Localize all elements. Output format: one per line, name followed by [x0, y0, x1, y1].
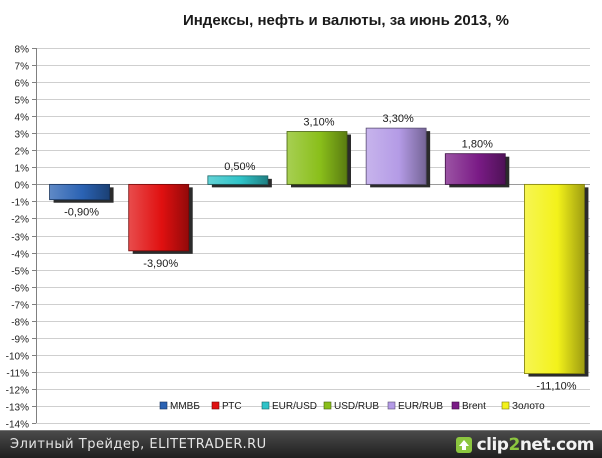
chart-canvas: Индексы, нефть и валюты, за июнь 2013, %…: [6, 12, 590, 431]
legend-swatch: [211, 401, 220, 410]
bar-4: [365, 127, 427, 185]
y-tick-label: 8%: [15, 45, 30, 56]
legend-label: ММВБ: [170, 401, 200, 412]
bar-5: [444, 153, 506, 185]
legend-swatch: [159, 401, 168, 410]
chart: Индексы, нефть и валюты, за июнь 2013, %…: [6, 12, 590, 431]
watermark-text: clip2net.com: [476, 435, 595, 455]
chart-title: Индексы, нефть и валюты, за июнь 2013, %: [183, 12, 509, 29]
bar-6: [524, 183, 585, 374]
arrow-up-icon: [455, 437, 472, 453]
legend-label: Золото: [512, 401, 545, 412]
legend-swatch: [387, 401, 396, 410]
y-tick-label: -5%: [11, 267, 29, 278]
footer-caption: Элитный Трейдер, ELITETRADER.RU: [10, 437, 267, 452]
y-tick-label: -8%: [11, 318, 29, 329]
data-label: -11,10%: [536, 381, 576, 393]
y-tick-label: 0%: [15, 181, 30, 192]
clip2net-logo: clip2net.com: [455, 434, 595, 456]
legend-swatch: [261, 401, 270, 410]
data-label: 0,50%: [224, 161, 255, 173]
data-label: 1,80%: [462, 139, 493, 151]
data-label: 3,30%: [383, 113, 414, 125]
legend-label: EUR/USD: [272, 401, 317, 412]
y-tick-label: -7%: [11, 301, 29, 312]
y-tick-label: 6%: [15, 79, 30, 90]
y-tick-label: -3%: [11, 233, 29, 244]
y-tick-label: 7%: [15, 62, 30, 73]
data-label: -3,90%: [143, 258, 178, 270]
y-tick-label: -1%: [11, 198, 29, 209]
legend-swatch: [323, 401, 332, 410]
bar-0: [49, 183, 110, 201]
y-tick-label: -2%: [11, 215, 29, 226]
y-tick-label: -4%: [11, 250, 29, 261]
y-tick-label: 2%: [15, 147, 30, 158]
data-label: 3,10%: [303, 117, 334, 129]
data-label: -0,90%: [64, 207, 99, 219]
y-tick-label: 5%: [15, 96, 30, 107]
legend-label: USD/RUB: [334, 401, 379, 412]
y-tick-label: -13%: [6, 403, 29, 414]
y-tick-label: -11%: [6, 369, 29, 380]
y-tick-label: -10%: [6, 352, 29, 363]
y-tick-label: 1%: [15, 164, 30, 175]
legend-swatch: [501, 401, 510, 410]
footer-bar: Элитный Трейдер, ELITETRADER.RU clip2net…: [0, 430, 602, 458]
legend-label: РТС: [222, 401, 242, 412]
y-tick-label: -12%: [6, 386, 29, 397]
y-tick-label: -9%: [11, 335, 29, 346]
y-tick-label: 4%: [15, 113, 30, 124]
bar-1: [128, 183, 190, 252]
legend-label: EUR/RUB: [398, 401, 443, 412]
legend: ММВБ РТС EUR/USD USD/RUB EUR/RUB Brent Золото: [159, 401, 545, 412]
bar-2: [207, 175, 269, 185]
legend-swatch: [451, 401, 460, 410]
y-tick-label: -6%: [11, 284, 29, 295]
y-tick-label: -14%: [6, 420, 29, 431]
legend-label: Brent: [462, 401, 486, 412]
bar-3: [286, 131, 348, 185]
y-tick-label: 3%: [15, 130, 30, 141]
